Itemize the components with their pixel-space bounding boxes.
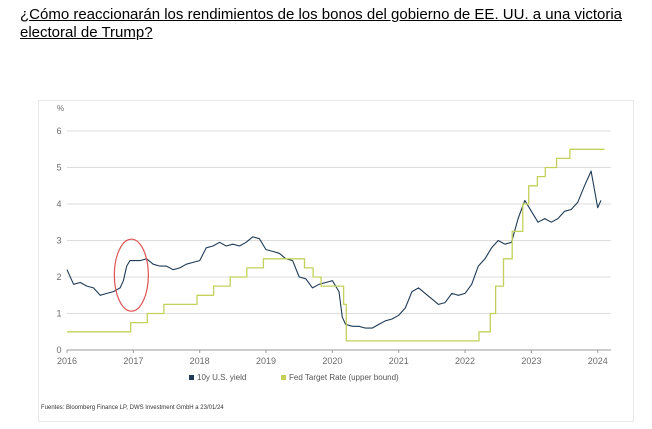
legend-swatch-10y <box>189 375 194 380</box>
legend-item: 10y U.S. yield <box>189 373 246 382</box>
y-tick-label: 4 <box>56 199 61 209</box>
page-title: ¿Cómo reaccionarán los rendimientos de l… <box>20 6 622 41</box>
yield-chart: % 0 1 2 3 4 5 6 2016 2017 2018 2019 2020 2021 2022 2023… <box>41 104 611 411</box>
chart-card: % 0 1 2 3 4 5 6 2016 2017 2018 2019 2020 2021 2022 2023… <box>38 100 634 422</box>
series-layer <box>66 148 605 342</box>
highlight-circle <box>113 238 149 312</box>
legend-swatch-fed <box>281 375 286 380</box>
series-line-10y-yield <box>66 170 602 329</box>
legend-layer: 10y U.S. yield Fed Target Rate (upper bou… <box>189 373 399 382</box>
legend-label: Fed Target Rate (upper bound) <box>289 373 399 382</box>
y-tick-label: 1 <box>56 309 61 319</box>
x-tick-label: 2020 <box>322 356 342 366</box>
axis-layer: % 0 1 2 3 4 5 6 2016 2017 2018 2019 2020 2021 2022 2023… <box>56 104 611 366</box>
y-tick-label: 6 <box>56 126 61 136</box>
x-tick-label: 2021 <box>389 356 409 366</box>
x-tick-label: 2022 <box>455 356 475 366</box>
x-tick-label: 2016 <box>57 356 77 366</box>
y-tick-label: 0 <box>56 345 61 355</box>
series-line-fed-rate <box>67 148 605 342</box>
grid-layer <box>67 130 611 351</box>
legend-item: Fed Target Rate (upper bound) <box>281 373 399 382</box>
x-tick-label: 2018 <box>190 356 210 366</box>
y-tick-label: 5 <box>56 163 61 173</box>
y-unit-label: % <box>57 104 64 113</box>
x-tick-label: 2017 <box>123 356 143 366</box>
annotation-layer <box>113 238 149 312</box>
x-tick-label: 2019 <box>256 356 276 366</box>
y-tick-label: 3 <box>56 236 61 246</box>
y-tick-label: 2 <box>56 272 61 282</box>
x-tick-label: 2024 <box>588 356 608 366</box>
legend-label: 10y U.S. yield <box>197 373 246 382</box>
x-tick-label: 2023 <box>521 356 541 366</box>
source-note: Fuentes: Bloomberg Finance LP, DWS Inves… <box>41 405 224 411</box>
